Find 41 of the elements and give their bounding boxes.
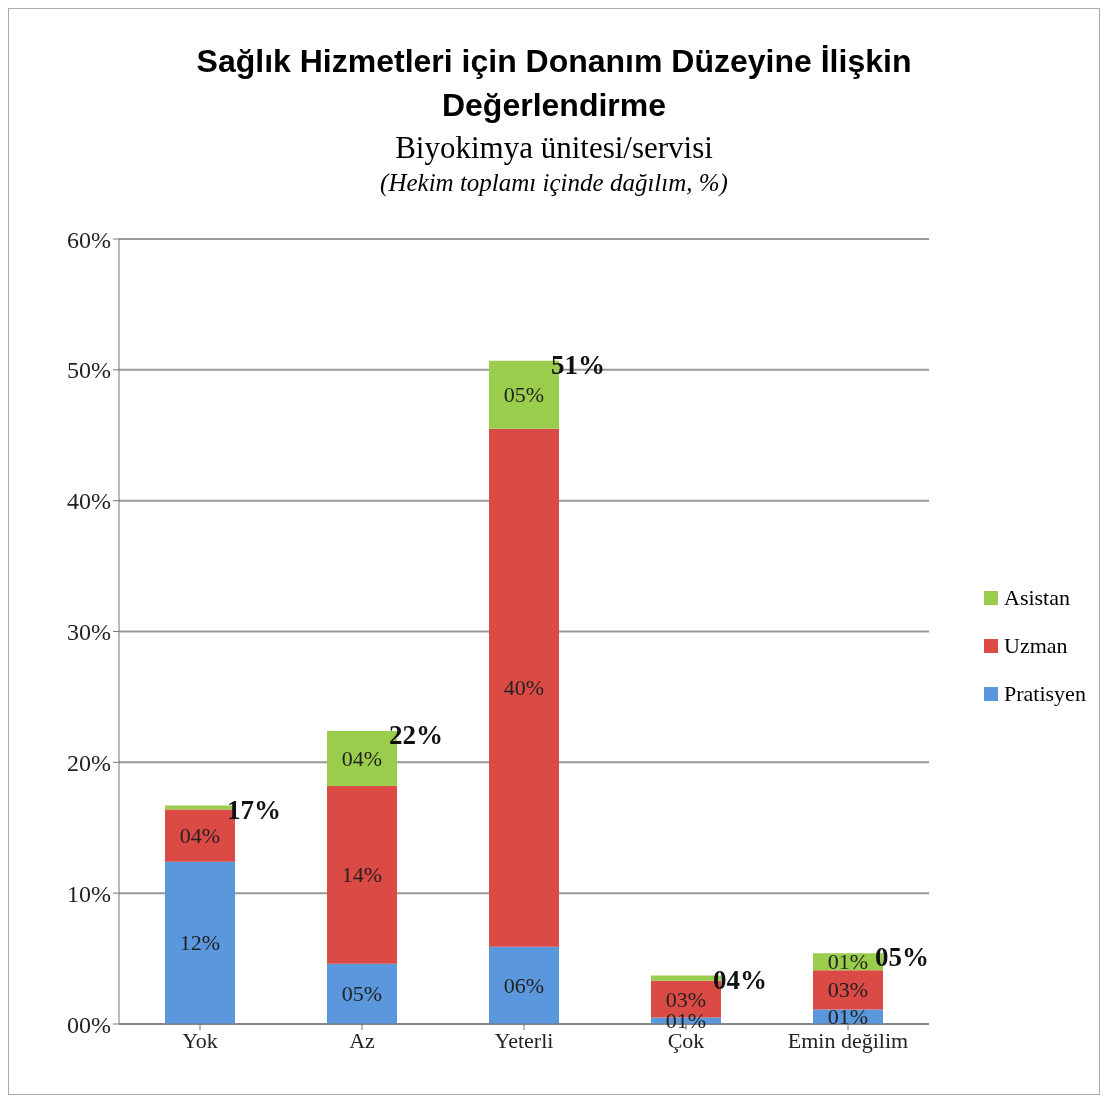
bar xyxy=(489,946,559,1024)
y-tick-label: 60% xyxy=(67,226,111,253)
y-tick-label: 30% xyxy=(67,619,111,646)
legend-label: Pratisyen xyxy=(1003,680,1086,708)
y-tick-label: 50% xyxy=(67,357,111,384)
bar xyxy=(327,963,397,1024)
total-label: 51% xyxy=(551,349,605,380)
x-tick-label: Az xyxy=(349,1027,376,1053)
total-label: 05% xyxy=(875,942,929,973)
data-label: 14% xyxy=(341,862,383,888)
data-label: 04% xyxy=(179,823,221,849)
data-label: 05% xyxy=(503,382,545,408)
data-label: 12% xyxy=(179,930,221,956)
y-tick-label: 10% xyxy=(67,880,111,907)
data-label: 06% xyxy=(503,972,545,998)
y-tick-label: 20% xyxy=(67,749,111,776)
data-label: 40% xyxy=(503,675,545,701)
data-label: 01% xyxy=(827,949,869,975)
y-tick-label: 40% xyxy=(67,488,111,515)
total-label: 04% xyxy=(713,964,767,995)
data-label: 05% xyxy=(341,981,383,1007)
bar xyxy=(165,861,235,1024)
total-label: 22% xyxy=(389,719,443,750)
data-label: 03% xyxy=(827,977,869,1003)
bar xyxy=(327,785,397,964)
y-tick-label: 00% xyxy=(67,1011,111,1038)
legend-label: Uzman xyxy=(1003,632,1069,660)
data-label: 01% xyxy=(827,1004,869,1030)
text: (Hekim toplamı içinde dağılım, %) xyxy=(379,169,729,197)
data-label: 03% xyxy=(665,986,707,1012)
x-tick-label: Yok xyxy=(182,1027,218,1053)
bar xyxy=(813,970,883,1010)
x-tick-label: Yeterli xyxy=(494,1027,554,1053)
chart-subtitle: Biyokimya ünitesi/servisi xyxy=(394,129,714,167)
data-label: 04% xyxy=(341,745,383,771)
x-tick-label: Çok xyxy=(667,1027,705,1053)
chart-title: Sağlık Hizmetleri için Donanım Düzeyine İlişkin Değerlendirme xyxy=(195,42,913,125)
legend-label: Asistan xyxy=(1003,584,1071,612)
x-tick-label: Emin değilim xyxy=(787,1027,909,1053)
total-label: 17% xyxy=(227,794,281,825)
bar xyxy=(489,428,559,947)
